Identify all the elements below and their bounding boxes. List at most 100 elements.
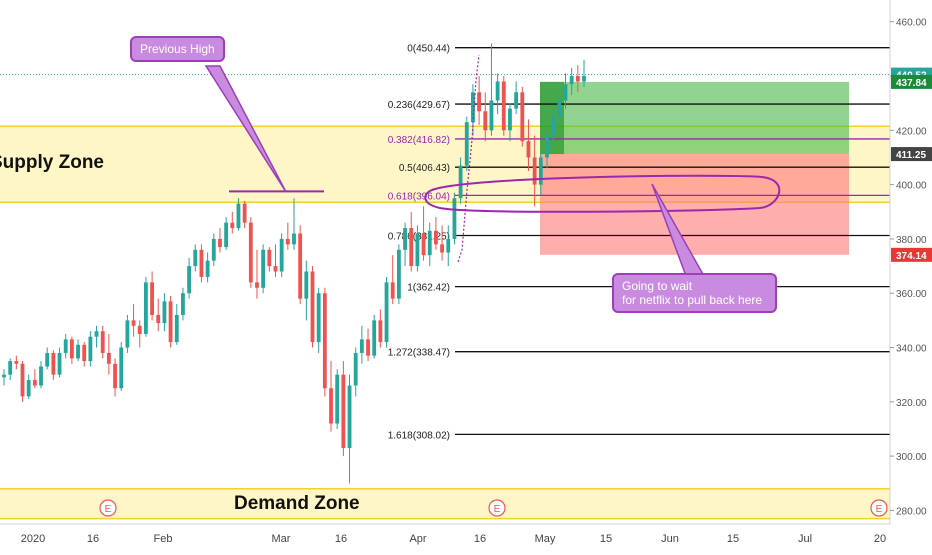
previous-high-callout[interactable]: Previous High xyxy=(130,36,225,62)
previous-high-text: Previous High xyxy=(140,42,215,56)
pullback-text-line-1: Going to wait xyxy=(622,279,693,293)
y-tick-label-6: 400.00 xyxy=(896,181,927,192)
candle-body-39 xyxy=(242,203,247,223)
x-tick-label-12: 20 xyxy=(874,533,886,545)
y-tick-label-2: 320.00 xyxy=(896,398,927,409)
candle-body-51 xyxy=(316,293,321,343)
x-tick-label-3: Mar xyxy=(272,533,291,545)
candle-body-2 xyxy=(14,361,19,364)
x-tick-label-1: 16 xyxy=(87,533,99,545)
price-badge-label-2: 411.25 xyxy=(896,150,926,161)
candle-body-11 xyxy=(69,339,74,359)
candle-body-6 xyxy=(39,366,43,386)
price-badge-bg-3 xyxy=(891,247,932,262)
candle-body-57 xyxy=(353,352,358,386)
upswing-trace xyxy=(457,54,480,263)
candle-body-69 xyxy=(427,230,432,256)
candle-body-72 xyxy=(446,238,451,253)
candle-body-78 xyxy=(483,111,488,131)
candle-body-17 xyxy=(106,352,111,364)
candle-body-36 xyxy=(224,222,229,248)
candle-body-59 xyxy=(366,339,370,356)
x-tick-label-8: 15 xyxy=(600,533,612,545)
x-tick-label-9: Jun xyxy=(661,533,679,545)
candle-body-18 xyxy=(113,363,117,389)
candle-body-81 xyxy=(501,81,506,131)
candle-body-38 xyxy=(236,203,241,229)
y-tick-label-3: 340.00 xyxy=(896,344,927,355)
candle-body-85 xyxy=(526,141,531,158)
y-tick-label-1: 300.00 xyxy=(896,452,927,463)
candle-body-77 xyxy=(477,92,482,112)
candle-body-87 xyxy=(538,157,543,185)
candle-body-34 xyxy=(211,238,216,261)
candle-body-84 xyxy=(520,92,525,142)
candle-body-27 xyxy=(168,301,173,343)
y-tick-label-0: 280.00 xyxy=(896,506,927,517)
target-box xyxy=(540,81,849,155)
candle-body-75 xyxy=(464,122,469,166)
candle-body-55 xyxy=(341,374,346,448)
earnings-marker-1 xyxy=(488,499,506,517)
candle-body-71 xyxy=(440,244,444,253)
y-tick-label-9: 460.00 xyxy=(896,18,927,29)
y-tick-label-5: 380.00 xyxy=(896,235,927,246)
candle-body-21 xyxy=(131,320,136,326)
price-badge-label-3: 374.14 xyxy=(896,251,927,262)
candle-body-15 xyxy=(94,331,99,337)
candle-body-9 xyxy=(57,352,62,375)
candle-body-61 xyxy=(378,320,383,343)
candle-body-24 xyxy=(150,282,154,315)
candle-body-13 xyxy=(82,344,87,362)
candle-body-35 xyxy=(218,238,222,248)
candle-body-47 xyxy=(292,233,296,245)
candle-body-20 xyxy=(125,320,130,348)
candle-body-64 xyxy=(396,249,401,299)
candle-body-91 xyxy=(563,84,568,101)
fib-label-8: 1.618(308.02) xyxy=(388,430,450,441)
candle-body-88 xyxy=(545,135,549,158)
candle-body-70 xyxy=(434,230,438,245)
candle-body-14 xyxy=(88,336,93,362)
pullback-callout[interactable]: Going to wait for netflix to pull back h… xyxy=(612,273,777,313)
previous-high-pointer xyxy=(204,65,287,193)
candle-body-3 xyxy=(20,363,25,397)
stop-box xyxy=(540,154,849,255)
candle-body-12 xyxy=(76,344,80,359)
candle-body-40 xyxy=(248,222,253,283)
pullback-loop xyxy=(424,174,781,213)
fib-label-0: 0(450.44) xyxy=(407,44,450,55)
candle-body-46 xyxy=(285,238,290,245)
candle-body-30 xyxy=(187,266,192,294)
x-tick-label-2: Feb xyxy=(154,533,173,545)
candle-body-43 xyxy=(267,249,272,267)
candle-body-54 xyxy=(335,374,340,424)
candle-body-31 xyxy=(193,249,198,267)
x-tick-label-6: 16 xyxy=(474,533,486,545)
candle-body-53 xyxy=(329,388,333,424)
supply-zone-label: Supply Zone xyxy=(0,152,104,174)
candle-body-44 xyxy=(273,266,278,272)
candle-body-58 xyxy=(359,339,364,353)
candle-body-82 xyxy=(508,108,512,131)
candle-body-7 xyxy=(45,352,50,367)
earnings-marker-2 xyxy=(870,499,888,517)
candle-body-65 xyxy=(403,228,407,250)
candle-body-45 xyxy=(279,238,284,272)
fib-label-2: 0.382(416.82) xyxy=(388,135,450,146)
candle-body-60 xyxy=(372,320,377,356)
candle-body-37 xyxy=(230,222,235,229)
fib-label-1: 0.236(429.67) xyxy=(388,100,450,111)
candle-body-86 xyxy=(532,157,537,185)
candle-body-32 xyxy=(199,249,204,277)
candle-body-42 xyxy=(261,249,266,288)
fib-label-4: 0.618(396.04) xyxy=(388,191,450,202)
candle-body-5 xyxy=(32,380,37,386)
x-tick-label-5: Apr xyxy=(409,533,426,545)
earnings-marker-label-0: E xyxy=(105,504,112,515)
candle-body-8 xyxy=(51,352,56,375)
candle-body-16 xyxy=(100,331,105,353)
candle-body-80 xyxy=(495,81,500,101)
